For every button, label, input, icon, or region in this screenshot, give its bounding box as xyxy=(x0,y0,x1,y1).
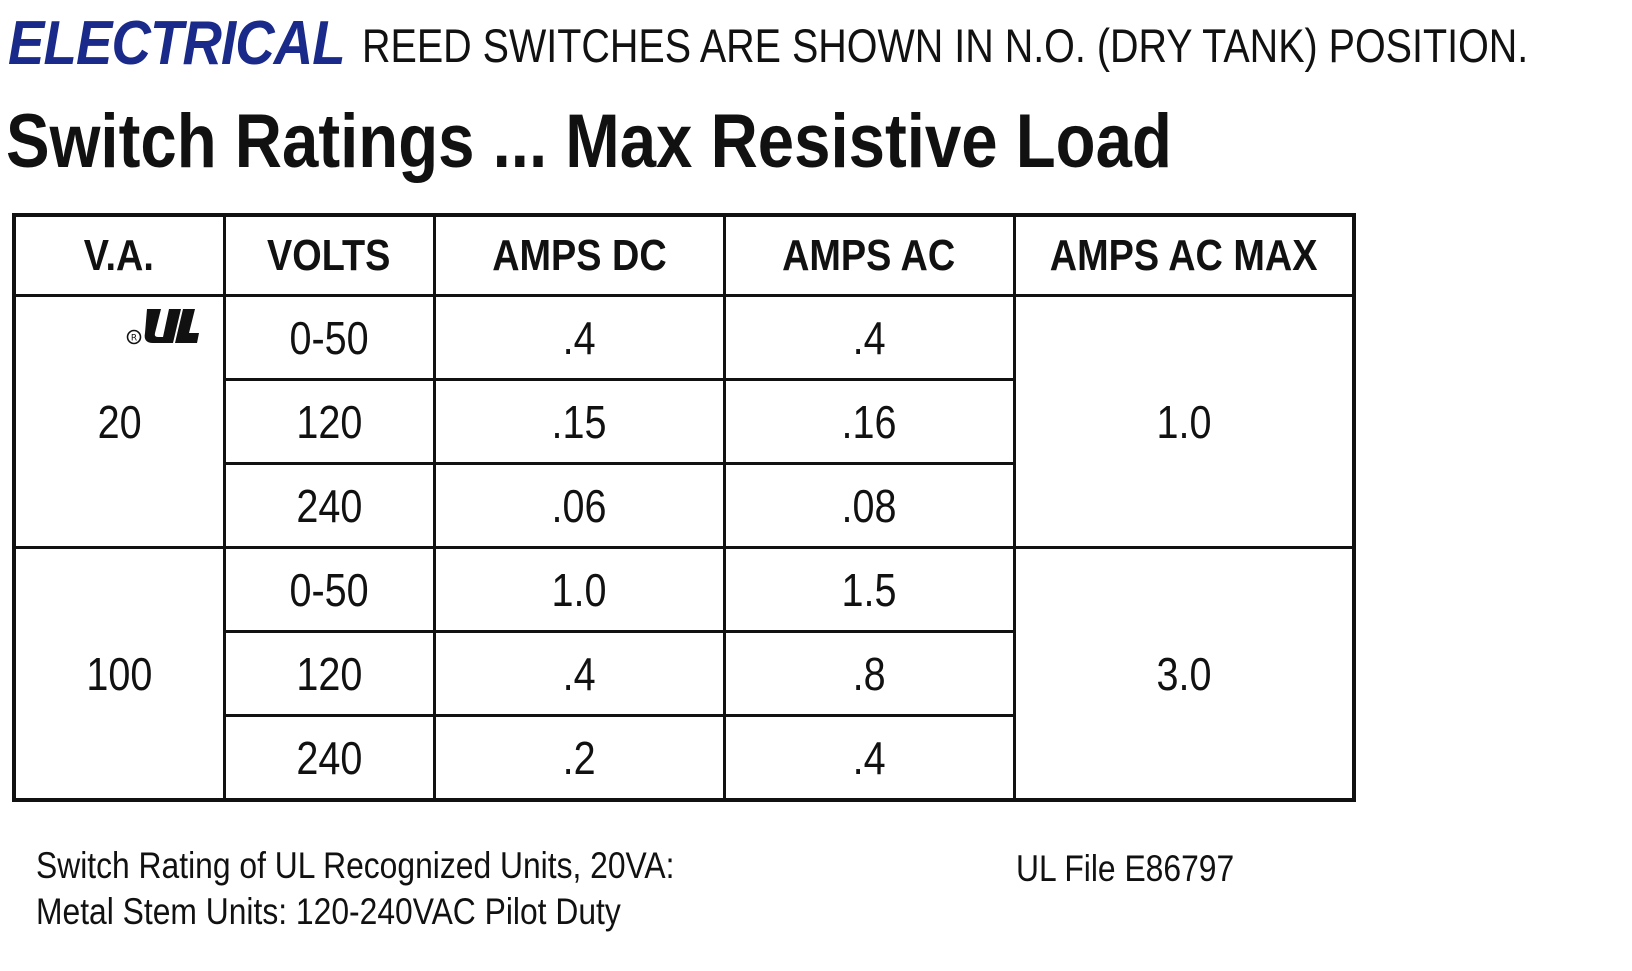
amps-ac-cell: 1.5 xyxy=(722,546,1016,633)
amps-ac-cell: .16 xyxy=(722,378,1016,465)
amps-dc-cell: .15 xyxy=(432,378,726,465)
page-title: Switch Ratings ... Max Resistive Load xyxy=(6,99,1172,184)
section-heading: ELECTRICAL xyxy=(8,9,346,78)
ul-file-number: UL File E86797 xyxy=(1016,848,1235,889)
svg-text:R: R xyxy=(130,334,136,344)
va-cell: 100 xyxy=(12,546,226,802)
table-row: R 20 0-50 .4 .4 1.0 xyxy=(12,294,1356,549)
footer-note-metal-stem: Metal Stem Units: 120-240VAC Pilot Duty xyxy=(36,891,621,932)
volts-cell: 240 xyxy=(222,714,436,802)
amps-ac-max-cell: 1.0 xyxy=(1012,294,1356,549)
amps-dc-cell: 1.0 xyxy=(432,546,726,633)
amps-ac-cell: .4 xyxy=(722,294,1016,381)
ul-recognized-icon: R xyxy=(126,309,199,345)
table-row: 120 .4 .8 xyxy=(14,630,1354,717)
table-row: 240 .06 .08 xyxy=(14,462,1354,549)
amps-dc-cell: .4 xyxy=(432,630,726,717)
footer-notes: Switch Rating of UL Recognized Units, 20… xyxy=(36,843,674,935)
header-note: REED SWITCHES ARE SHOWN IN N.O. (DRY TAN… xyxy=(362,19,1529,72)
column-header-volts: VOLTS xyxy=(222,213,436,297)
volts-cell: 120 xyxy=(222,378,436,465)
amps-ac-cell: .08 xyxy=(722,462,1016,549)
table-row: 120 .15 .16 xyxy=(14,378,1354,465)
amps-ac-cell: .8 xyxy=(722,630,1016,717)
switch-ratings-table: V.A. VOLTS AMPS DC AMPS AC AMPS AC MAX R… xyxy=(12,213,1356,802)
amps-ac-cell: .4 xyxy=(722,714,1016,802)
volts-cell: 0-50 xyxy=(222,546,436,633)
column-header-amps-ac: AMPS AC xyxy=(722,213,1016,297)
column-header-amps-dc: AMPS DC xyxy=(432,213,726,297)
amps-dc-cell: .4 xyxy=(432,294,726,381)
volts-cell: 240 xyxy=(222,462,436,549)
va-cell: R 20 xyxy=(12,294,226,549)
volts-cell: 120 xyxy=(222,630,436,717)
amps-dc-cell: .2 xyxy=(432,714,726,802)
table-header-row: V.A. VOLTS AMPS DC AMPS AC AMPS AC MAX xyxy=(12,213,1356,297)
table-row: 100 0-50 1.0 1.5 3.0 xyxy=(12,546,1356,802)
header: ELECTRICAL xyxy=(8,8,391,79)
amps-ac-max-cell: 3.0 xyxy=(1012,546,1356,802)
volts-cell: 0-50 xyxy=(222,294,436,381)
amps-dc-cell: .06 xyxy=(432,462,726,549)
table-row: 240 .2 .4 xyxy=(14,714,1354,802)
column-header-va: V.A. xyxy=(12,213,226,297)
column-header-amps-ac-max: AMPS AC MAX xyxy=(1012,213,1356,297)
footer-note-ul-rating: Switch Rating of UL Recognized Units, 20… xyxy=(36,845,675,886)
